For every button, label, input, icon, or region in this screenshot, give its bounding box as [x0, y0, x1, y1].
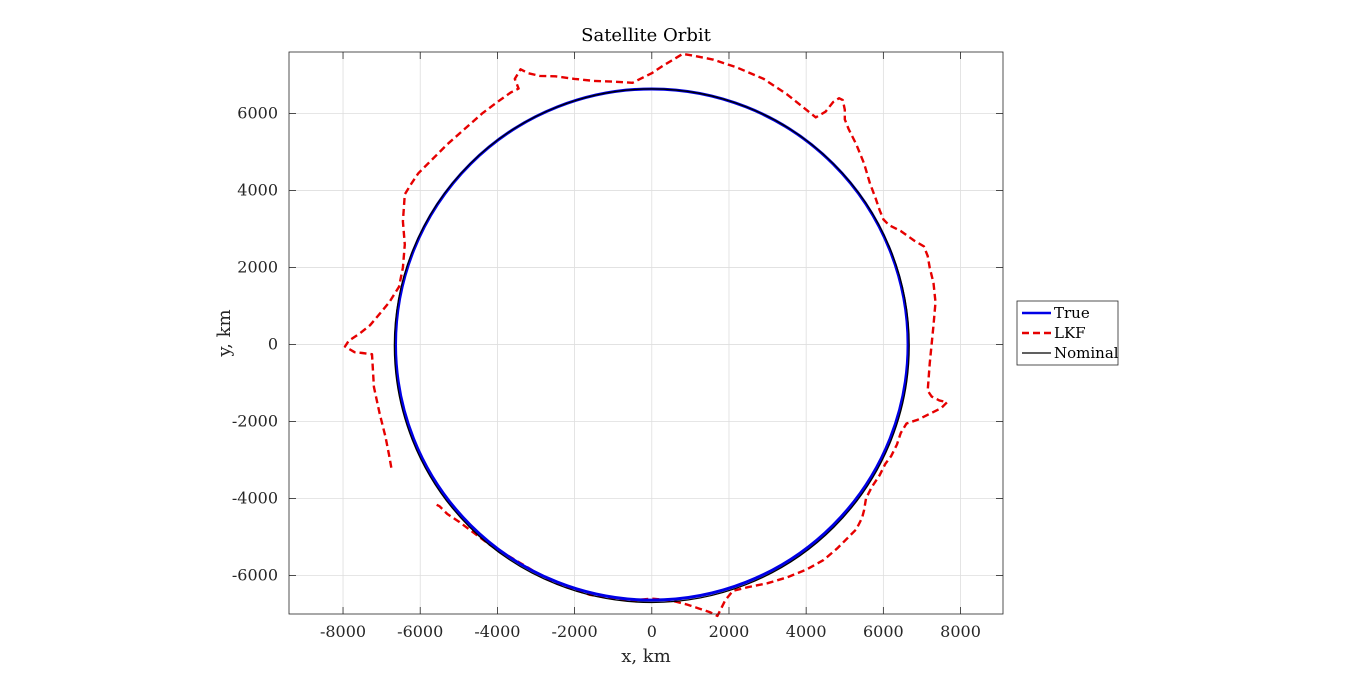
y-tick-label: -4000 — [232, 489, 278, 508]
y-axis-label: y, km — [214, 309, 235, 357]
legend-label-lkf: LKF — [1054, 324, 1086, 342]
x-tick-label: 6000 — [863, 622, 904, 641]
x-tick-label: 0 — [647, 622, 657, 641]
x-tick-label: 8000 — [940, 622, 981, 641]
x-tick-label: -6000 — [397, 622, 443, 641]
y-tick-label: 6000 — [237, 104, 278, 123]
plot-frame — [288, 51, 1004, 615]
legend: True LKF Nominal — [1016, 300, 1119, 366]
y-tick-label: -6000 — [232, 566, 278, 585]
x-axis-label: x, km — [621, 646, 671, 667]
grid-lines — [289, 52, 1003, 614]
legend-label-nominal: Nominal — [1054, 344, 1119, 362]
y-tick-label: 4000 — [237, 181, 278, 200]
y-tick-label: 2000 — [237, 258, 278, 277]
legend-label-true: True — [1054, 304, 1090, 322]
y-tick-label: 0 — [268, 335, 278, 354]
axis-ticks: -8000 -6000 -4000 -2000 0 2000 4000 6000 8000 -60… — [232, 52, 1003, 641]
x-tick-label: 2000 — [709, 622, 750, 641]
y-tick-label: -2000 — [232, 412, 278, 431]
x-tick-label: -8000 — [320, 622, 366, 641]
chart-title: Satellite Orbit — [581, 25, 711, 46]
x-tick-label: 4000 — [786, 622, 827, 641]
series-line-lkf — [343, 52, 949, 618]
plot-area — [289, 52, 1003, 614]
series-line-nominal — [393, 88, 910, 604]
x-tick-label: -4000 — [474, 622, 520, 641]
series-layer — [343, 52, 949, 618]
x-tick-label: -2000 — [552, 622, 598, 641]
